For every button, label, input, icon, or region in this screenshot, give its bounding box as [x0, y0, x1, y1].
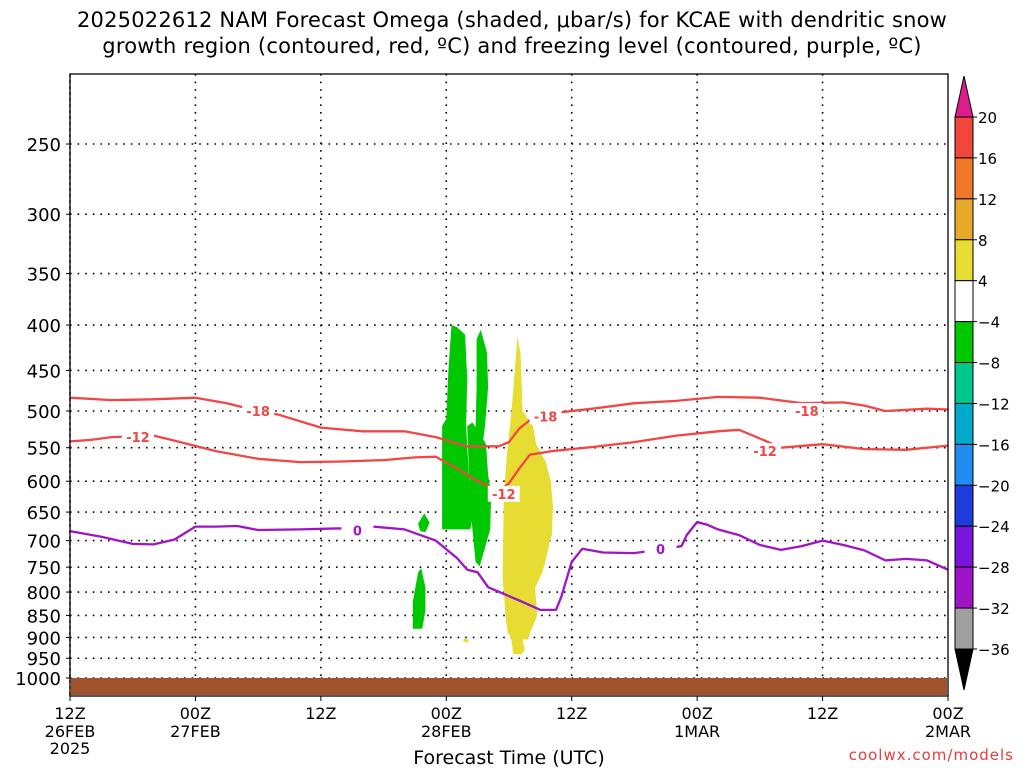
y-tick-label: 400 [27, 316, 61, 337]
contour-label-bg [487, 485, 520, 502]
colorbar-tick-label: −16 [978, 436, 1010, 454]
y-tick-label: 650 [27, 503, 61, 524]
x-tick-sublabel: 2MAR [925, 722, 971, 741]
colorbar-tick-label: 16 [978, 150, 997, 168]
contour-label-bg [790, 403, 823, 419]
x-tick-label: 00Z [932, 704, 963, 723]
y-tick-label: 800 [27, 583, 61, 604]
colorbar-top-triangle [954, 75, 974, 118]
contour-lines: -18 -18 -18 -12 -12 -12 0 0 [69, 395, 949, 612]
y-tick-label: 300 [27, 205, 61, 226]
y-tick-label: 250 [27, 135, 61, 156]
x-tick-sublabel: 28FEB [421, 722, 472, 741]
colorbar-tick-label: −32 [978, 600, 1010, 618]
colorbar-tick-label: −28 [978, 559, 1010, 577]
y-tick-label: 500 [27, 402, 61, 423]
x-tick-label: 12Z [54, 704, 85, 723]
omega-region [442, 325, 473, 530]
colorbar-bin [954, 525, 974, 568]
contour-label: -18 [795, 405, 819, 420]
x-tick-sublabel: 2025 [50, 739, 91, 758]
x-axis-label: Forecast Time (UTC) [413, 747, 604, 768]
y-tick-label: 950 [27, 649, 61, 670]
colorbar-tick-label: 20 [978, 109, 997, 127]
colorbar-bin [954, 402, 974, 445]
ground-band [71, 678, 947, 695]
colorbar-bin [954, 566, 974, 609]
omega-region [467, 422, 492, 567]
y-tick-label: 550 [27, 439, 61, 460]
x-tick-label: 12Z [807, 704, 838, 723]
contour-label: 0 [656, 543, 665, 558]
colorbar-bin [954, 321, 974, 364]
contour-label: -18 [534, 410, 558, 425]
colorbar-tick-label: 8 [978, 232, 988, 250]
y-tick-label: 1000 [15, 669, 61, 690]
x-tick-sublabel: 26FEB [45, 722, 96, 741]
x-tick-label: 00Z [180, 704, 211, 723]
colorbar-bin [954, 116, 974, 159]
y-tick-label: 350 [27, 265, 61, 286]
x-tick-label: 12Z [556, 704, 587, 723]
y-tick-label: 600 [27, 472, 61, 493]
contour-label-bg [121, 429, 154, 446]
omega-region [418, 513, 430, 533]
omega-region [463, 638, 470, 643]
colorbar-bin [954, 198, 974, 241]
contour-label-bg [341, 522, 374, 539]
colorbar-tick-label: −4 [978, 314, 1000, 332]
credit-text: coolwx.com/models [849, 746, 1014, 764]
contour-label: -12 [753, 445, 777, 460]
colorbar-bin [954, 362, 974, 404]
colorbar-bin [954, 443, 974, 486]
contour-label: -12 [492, 488, 516, 503]
ground-fill [71, 678, 947, 695]
contour-label-bg [529, 408, 562, 425]
colorbar-tick-label: −8 [978, 355, 1000, 373]
y-tick-label: 700 [27, 532, 61, 553]
colorbar-bin [954, 484, 974, 527]
omega-region [502, 336, 553, 655]
x-tick-label: 12Z [305, 704, 336, 723]
chart-title-line-1: 2025022612 NAM Forecast Omega (shaded, μ… [76, 8, 948, 32]
colorbar-bin [954, 280, 974, 323]
y-axis: 2503003504004505005506006507007508008509… [15, 135, 70, 690]
omega-region [475, 329, 489, 465]
colorbar-bin [954, 607, 974, 650]
y-tick-label: 750 [27, 558, 61, 579]
x-tick-label: 00Z [681, 704, 712, 723]
colorbar-tick-label: −36 [978, 641, 1010, 659]
y-tick-label: 850 [27, 606, 61, 627]
colorbar-tick-label: −12 [978, 395, 1010, 413]
contour-label-bg [749, 443, 782, 460]
y-tick-label: 900 [27, 628, 61, 649]
omega-shading [412, 325, 553, 655]
colorbar-bottom-triangle [954, 648, 974, 691]
contour-label: 0 [353, 525, 362, 540]
y-tick-label: 450 [27, 361, 61, 382]
plot-frame [69, 73, 949, 697]
colorbar-bin [954, 157, 974, 200]
colorbar-tick-label: 12 [978, 191, 997, 209]
colorbar: 20 16 12 8 4 −4 −8 −12 −16 −20 −24 −28 −32 −36 [954, 75, 1010, 691]
x-tick-label: 00Z [431, 704, 462, 723]
contour-label: -12 [126, 431, 150, 446]
colorbar-tick-label: 4 [978, 273, 988, 291]
x-tick-sublabel: 27FEB [170, 722, 221, 741]
contour-label-bg [242, 403, 275, 419]
omega-region [412, 568, 426, 629]
contour-label-bg [644, 540, 677, 557]
colorbar-tick-label: −24 [978, 518, 1010, 536]
x-tick-sublabel: 1MAR [674, 722, 720, 741]
colorbar-tick-label: −20 [978, 477, 1010, 495]
contour-line [69, 520, 949, 612]
contour-label: -18 [246, 405, 270, 420]
chart-title-line-2: growth region (contoured, red, ºC) and f… [102, 34, 922, 58]
colorbar-bin [954, 239, 974, 282]
